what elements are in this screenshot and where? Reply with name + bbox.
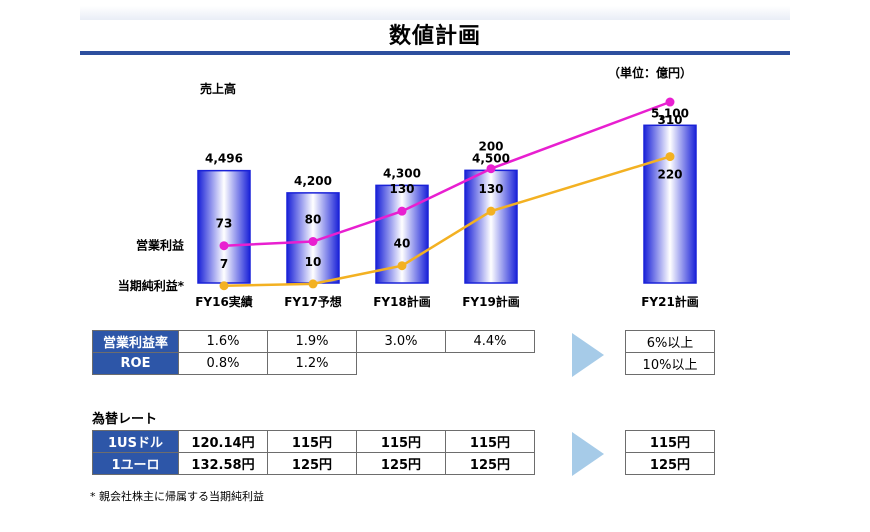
fx-row-eur: 1ユーロ 132.58円 125円 125円 125円	[92, 452, 535, 475]
sales-value-label: 4,200	[294, 174, 332, 188]
series-value-label: 130	[389, 182, 414, 196]
series-point	[219, 281, 229, 291]
cell-value: 4.4%	[445, 330, 535, 353]
cell-value: 115円	[445, 430, 535, 453]
target-value: 115円	[625, 430, 715, 453]
empty-cell	[357, 353, 446, 375]
ratio-table: 営業利益率 1.6% 1.9% 3.0% 4.4% ROE 0.8% 1.2%	[92, 330, 535, 375]
sales-value-label: 4,500	[472, 151, 510, 165]
title-rule	[80, 51, 790, 55]
category-label: FY17予想	[284, 294, 342, 309]
sales-bar	[197, 169, 251, 284]
cell-value: 132.58円	[178, 452, 268, 475]
footnote: * 親会社株主に帰属する当期純利益	[90, 490, 264, 503]
cell-value: 1.2%	[267, 352, 357, 375]
target-value: 125円	[625, 452, 715, 475]
unit-label: （単位：億円）	[608, 66, 693, 80]
series-value-label: 10	[305, 255, 322, 269]
cell-value: 125円	[267, 452, 357, 475]
series-value-label: 73	[216, 217, 233, 231]
series-name-label: 営業利益	[136, 238, 184, 253]
series-value-label: 200	[478, 140, 503, 154]
sales-series-label: 売上高	[200, 81, 236, 96]
category-label: FY21計画	[641, 294, 699, 309]
series-point	[486, 164, 496, 174]
series-point	[308, 279, 318, 289]
target-value: 6%以上	[625, 330, 715, 353]
arrow-right-icon	[572, 333, 604, 377]
series-point	[308, 236, 318, 246]
cell-value: 1.6%	[178, 330, 268, 353]
cell-value: 115円	[356, 430, 446, 453]
sales-profit-chart: 4,496 FY16実績 4,200 FY17予想 4,300 FY18計画 4,500 FY…	[118, 81, 699, 309]
cell-value: 120.14円	[178, 430, 268, 453]
row-label: ROE	[92, 352, 179, 375]
fx-table: 1USドル 120.14円 115円 115円 115円 1ユーロ 132.58…	[92, 430, 535, 475]
series-value-label: 80	[305, 212, 322, 226]
series-value-label: 220	[657, 168, 682, 182]
arrow-right-icon	[572, 432, 604, 476]
row-label: 1ユーロ	[92, 452, 179, 475]
fx-row-usd: 1USドル 120.14円 115円 115円 115円	[92, 430, 535, 453]
page-title: 数値計画	[388, 24, 481, 49]
row-label: 営業利益率	[92, 330, 179, 353]
ratio-row-operating-margin: 営業利益率 1.6% 1.9% 3.0% 4.4%	[92, 330, 535, 353]
category-label: FY16実績	[195, 294, 253, 309]
cell-value: 3.0%	[356, 330, 446, 353]
series-point	[219, 241, 229, 251]
sales-value-label: 4,300	[383, 166, 421, 180]
series-value-label: 310	[657, 113, 682, 127]
cell-value: 1.9%	[267, 330, 357, 353]
fx-target-table: 115円 125円	[625, 430, 715, 475]
series-point	[486, 206, 496, 216]
series-point	[665, 152, 675, 162]
ratio-row-roe: ROE 0.8% 1.2%	[92, 352, 535, 375]
top-band	[80, 6, 790, 20]
series-name-label: 当期純利益*	[118, 278, 185, 293]
empty-cell	[446, 353, 535, 375]
row-label: 1USドル	[92, 430, 179, 453]
cell-value: 0.8%	[178, 352, 268, 375]
ratio-target-table: 6%以上 10%以上	[625, 330, 715, 375]
sales-value-label: 5,100	[651, 106, 689, 120]
category-label: FY18計画	[373, 294, 431, 309]
sales-value-label: 4,496	[205, 152, 243, 166]
series-point	[397, 206, 407, 216]
sales-bar	[643, 124, 697, 284]
cell-value: 115円	[267, 430, 357, 453]
fx-title: 為替レート	[92, 412, 158, 427]
target-value: 10%以上	[625, 352, 715, 375]
series-point	[397, 261, 407, 271]
series-value-label: 40	[394, 237, 411, 251]
series-value-label: 7	[220, 257, 228, 271]
cell-value: 125円	[445, 452, 535, 475]
cell-value: 125円	[356, 452, 446, 475]
series-point	[665, 97, 675, 107]
series-value-label: 130	[478, 182, 503, 196]
category-label: FY19計画	[462, 294, 520, 309]
